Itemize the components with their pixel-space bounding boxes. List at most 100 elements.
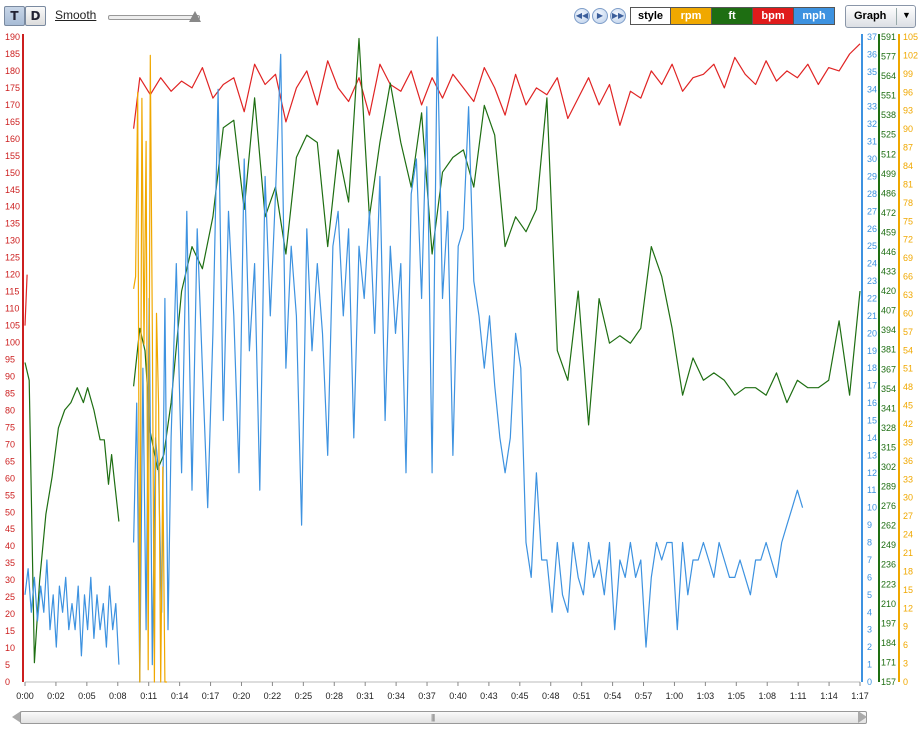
ft-tick-label: 223 <box>881 579 896 589</box>
rpm-tick-label: 9 <box>903 622 908 632</box>
x-tick-label: 0:05 <box>78 691 96 701</box>
rpm-tick-label: 81 <box>903 179 913 189</box>
x-tick-label: 0:45 <box>511 691 529 701</box>
x-tick-label: 1:11 <box>790 691 807 701</box>
rpm-tick-label: 105 <box>903 32 918 42</box>
scroll-right-icon[interactable] <box>858 711 867 723</box>
dropdown-divider <box>896 8 897 25</box>
rewind-icon[interactable]: ◀◀ <box>574 8 590 24</box>
ft-tick-label: 525 <box>881 130 896 140</box>
x-tick-label: 0:11 <box>140 691 157 701</box>
bpm-tick-label: 90 <box>5 371 15 381</box>
ft-tick-label: 262 <box>881 521 896 531</box>
rpm-tick-label: 48 <box>903 382 913 392</box>
scroll-left-icon[interactable] <box>12 711 21 723</box>
legend-ft[interactable]: ft <box>711 8 752 24</box>
ft-tick-label: 472 <box>881 208 896 218</box>
smooth-slider-thumb[interactable] <box>189 11 201 22</box>
bpm-tick-label: 45 <box>5 524 15 534</box>
mph-series-line <box>24 559 120 665</box>
smooth-label[interactable]: Smooth <box>55 8 97 22</box>
bpm-tick-label: 105 <box>5 321 20 331</box>
x-tick-label: 0:14 <box>171 691 189 701</box>
legend-mph[interactable]: mph <box>793 8 834 24</box>
rpm-tick-label: 39 <box>903 437 913 447</box>
rpm-tick-label: 54 <box>903 345 913 355</box>
x-tick-label: 0:31 <box>356 691 374 701</box>
x-tick-label: 0:34 <box>387 691 405 701</box>
legend-style[interactable]: style <box>631 8 670 24</box>
rpm-tick-label: 33 <box>903 474 913 484</box>
ft-series-line <box>133 37 861 471</box>
ft-tick-label: 394 <box>881 325 896 335</box>
x-tick-label: 0:20 <box>233 691 251 701</box>
x-tick-label: 0:02 <box>47 691 65 701</box>
distance-mode-button[interactable]: D <box>25 6 46 26</box>
chevron-down-icon: ▼ <box>902 10 911 20</box>
mph-tick-label: 37 <box>867 32 877 42</box>
x-tick-label: 0:25 <box>295 691 313 701</box>
bpm-tick-label: 0 <box>5 677 10 687</box>
time-mode-button[interactable]: T <box>4 6 25 26</box>
rpm-tick-label: 63 <box>903 290 913 300</box>
bpm-tick-label: 120 <box>5 270 20 280</box>
bpm-tick-label: 115 <box>5 287 19 297</box>
ft-tick-label: 564 <box>881 71 896 81</box>
x-tick-label: 0:28 <box>325 691 343 701</box>
ft-tick-label: 538 <box>881 110 896 120</box>
mph-tick-label: 15 <box>867 416 877 426</box>
x-tick-label: 0:22 <box>264 691 282 701</box>
x-tick-label: 0:48 <box>542 691 560 701</box>
ft-tick-label: 341 <box>881 403 896 413</box>
ft-tick-label: 577 <box>881 52 896 62</box>
rpm-tick-label: 51 <box>903 364 913 374</box>
rpm-tick-label: 6 <box>903 640 908 650</box>
fast-forward-icon[interactable]: ▶▶ <box>610 8 626 24</box>
mph-tick-label: 13 <box>867 450 877 460</box>
x-tick-label: 1:17 <box>851 691 869 701</box>
ft-tick-label: 381 <box>881 345 896 355</box>
rpm-tick-label: 15 <box>903 585 913 595</box>
rpm-tick-label: 3 <box>903 659 908 669</box>
mph-tick-label: 16 <box>867 398 877 408</box>
legend-rpm[interactable]: rpm <box>670 8 711 24</box>
bpm-tick-label: 20 <box>5 609 15 619</box>
graph-dropdown[interactable]: Graph ▼ <box>845 5 916 28</box>
bpm-tick-label: 150 <box>5 168 20 178</box>
rpm-tick-label: 96 <box>903 87 913 97</box>
rpm-tick-label: 27 <box>903 511 913 521</box>
ft-series-line <box>24 362 120 664</box>
mph-tick-label: 2 <box>867 642 872 652</box>
rpm-tick-label: 60 <box>903 308 913 318</box>
mph-tick-label: 10 <box>867 503 877 513</box>
rpm-series-line <box>133 54 167 683</box>
mph-tick-label: 36 <box>867 49 877 59</box>
mph-tick-label: 24 <box>867 259 877 269</box>
rpm-tick-label: 84 <box>903 161 913 171</box>
bpm-tick-label: 125 <box>5 253 20 263</box>
rpm-tick-label: 102 <box>903 50 918 60</box>
mph-tick-label: 23 <box>867 276 877 286</box>
rpm-tick-label: 72 <box>903 235 913 245</box>
mph-tick-label: 31 <box>867 137 877 147</box>
rpm-tick-label: 18 <box>903 566 913 576</box>
play-icon[interactable]: ▶ <box>592 8 608 24</box>
bpm-tick-label: 170 <box>5 100 20 110</box>
bpm-tick-label: 85 <box>5 388 15 398</box>
mph-tick-label: 19 <box>867 346 877 356</box>
ft-tick-label: 236 <box>881 560 896 570</box>
mph-tick-label: 29 <box>867 171 877 181</box>
ft-tick-label: 499 <box>881 169 896 179</box>
legend-bpm[interactable]: bpm <box>752 8 793 24</box>
x-tick-label: 0:51 <box>573 691 591 701</box>
x-tick-label: 0:40 <box>449 691 467 701</box>
mph-series-line <box>133 36 804 683</box>
rpm-tick-label: 21 <box>903 548 913 558</box>
timeline-scrollbar[interactable]: ||| <box>20 711 867 724</box>
x-tick-label: 1:05 <box>728 691 746 701</box>
mph-tick-label: 17 <box>867 381 877 391</box>
ft-tick-label: 459 <box>881 227 896 237</box>
rpm-tick-label: 87 <box>903 143 913 153</box>
rpm-tick-label: 99 <box>903 69 913 79</box>
mph-tick-label: 7 <box>867 555 872 565</box>
